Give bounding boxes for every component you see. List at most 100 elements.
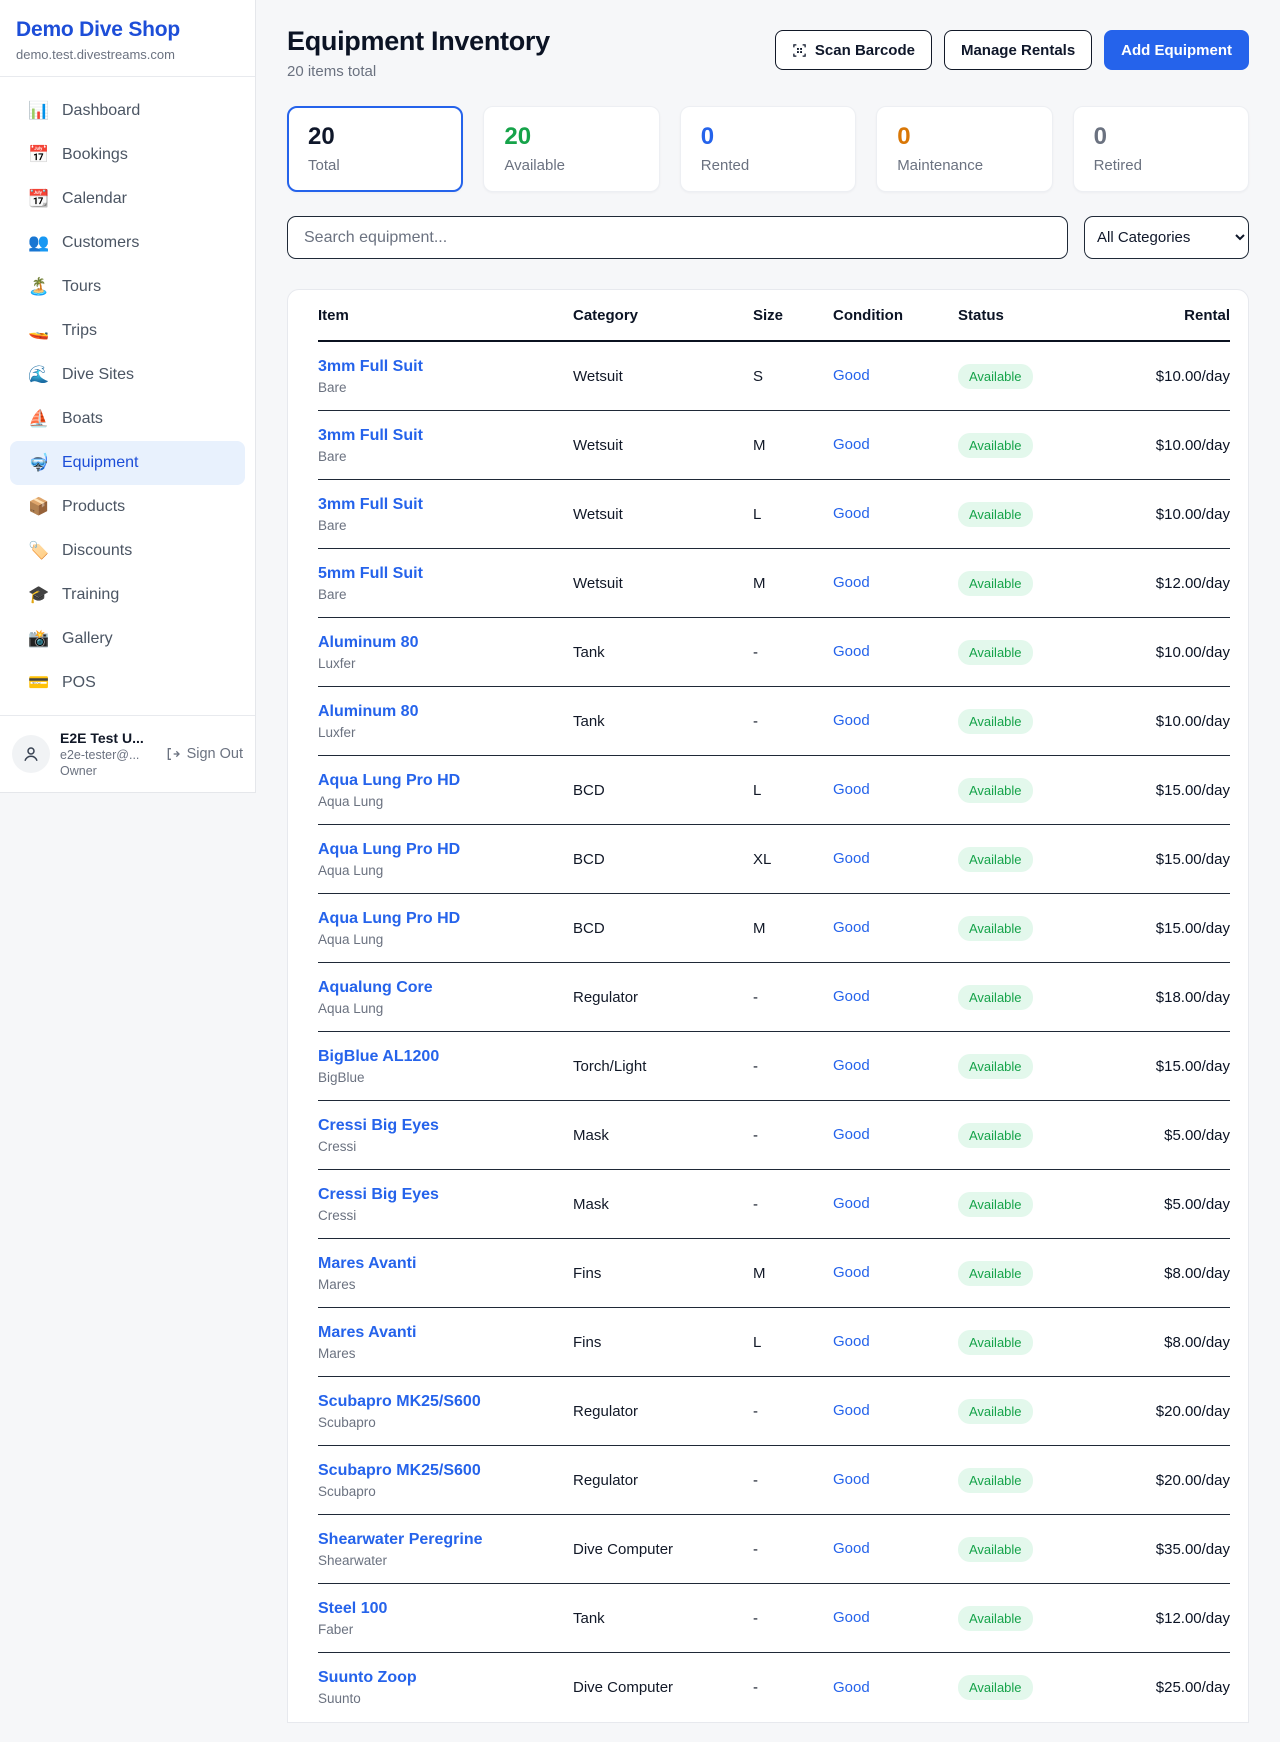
category-cell: BCD (573, 919, 605, 937)
sidebar-item-pos[interactable]: 💳 POS (10, 661, 245, 705)
condition-link[interactable]: Good (833, 1264, 870, 1281)
sidebar-item-trips[interactable]: 🚤 Trips (10, 309, 245, 353)
category-cell: Tank (573, 1609, 605, 1627)
condition-link[interactable]: Good (833, 1678, 870, 1696)
item-link[interactable]: Mares Avanti (318, 1323, 417, 1341)
condition-link[interactable]: Good (833, 781, 870, 798)
condition-link[interactable]: Good (833, 574, 870, 591)
add-equipment-button[interactable]: Add Equipment (1104, 30, 1249, 70)
item-link[interactable]: 5mm Full Suit (318, 564, 423, 582)
item-link[interactable]: Aqua Lung Pro HD (318, 771, 461, 789)
item-link[interactable]: Scubapro MK25/S600 (318, 1461, 481, 1479)
sidebar-item-tours[interactable]: 🏝️ Tours (10, 265, 245, 309)
item-link[interactable]: Aqualung Core (318, 978, 433, 996)
condition-link[interactable]: Good (833, 1126, 870, 1143)
sidebar-item-calendar[interactable]: 📆 Calendar (10, 177, 245, 221)
condition-link[interactable]: Good (833, 1609, 870, 1626)
sidebar-item-customers[interactable]: 👥 Customers (10, 221, 245, 265)
sign-out-button[interactable]: Sign Out (165, 746, 243, 762)
item-link[interactable]: Aqua Lung Pro HD (318, 909, 461, 927)
item-link[interactable]: Aluminum 80 (318, 633, 419, 651)
condition-link[interactable]: Good (833, 988, 870, 1005)
item-link[interactable]: 3mm Full Suit (318, 495, 423, 513)
stat-card-retired[interactable]: 0 Retired (1072, 106, 1249, 192)
item-link[interactable]: Scubapro MK25/S600 (318, 1392, 481, 1410)
item-link[interactable]: Cressi Big Eyes (318, 1185, 439, 1203)
condition-link[interactable]: Good (833, 1057, 870, 1074)
item-link[interactable]: Aluminum 80 (318, 702, 419, 720)
sidebar-item-products[interactable]: 📦 Products (10, 485, 245, 529)
nav-item-icon: 👥 (28, 233, 50, 252)
item-link[interactable]: Cressi Big Eyes (318, 1116, 439, 1134)
sidebar-item-bookings[interactable]: 📅 Bookings (10, 133, 245, 177)
rental-cell: $5.00/day (1164, 1126, 1230, 1144)
item-link[interactable]: 3mm Full Suit (318, 357, 423, 375)
condition-cell: Good (833, 919, 958, 937)
item-brand: Bare (318, 379, 347, 395)
item-link[interactable]: BigBlue AL1200 (318, 1047, 440, 1065)
status-badge: Available (958, 639, 1033, 665)
condition-cell: Good (833, 505, 958, 523)
stat-card-maintenance[interactable]: 0 Maintenance (876, 106, 1053, 192)
condition-link[interactable]: Good (833, 1333, 870, 1350)
scan-barcode-button[interactable]: Scan Barcode (774, 30, 932, 70)
user-name: E2E Test U... (60, 730, 144, 746)
condition-link[interactable]: Good (833, 436, 870, 453)
condition-link[interactable]: Good (833, 850, 870, 867)
item-link[interactable]: 3mm Full Suit (318, 426, 423, 444)
status-cell: Available (958, 708, 1103, 734)
stat-card-total[interactable]: 20 Total (287, 106, 464, 192)
condition-cell: Good (833, 988, 958, 1006)
sidebar-item-discounts[interactable]: 🏷️ Discounts (10, 529, 245, 573)
category-cell: Regulator (573, 1402, 639, 1420)
sidebar-item-dashboard[interactable]: 📊 Dashboard (10, 89, 245, 133)
item-link[interactable]: Shearwater Peregrine (318, 1530, 483, 1548)
condition-link[interactable]: Good (833, 1195, 870, 1212)
item-link[interactable]: Suunto Zoop (318, 1669, 417, 1686)
sidebar-item-dive-sites[interactable]: 🌊 Dive Sites (10, 353, 245, 397)
rental-cell: $25.00/day (1155, 1679, 1230, 1696)
table-row: BigBlue AL1200 BigBlue Torch/Light - Goo… (318, 1032, 1230, 1101)
category-select[interactable]: All Categories (1084, 216, 1249, 259)
category-cell: Regulator (573, 988, 639, 1006)
item-brand: BigBlue (318, 1069, 365, 1085)
condition-cell: Good (833, 712, 958, 730)
item-cell: Steel 100 Faber (318, 1600, 573, 1637)
condition-link[interactable]: Good (833, 505, 870, 522)
stat-value: 0 (1093, 123, 1107, 150)
item-link[interactable]: Mares Avanti (318, 1254, 417, 1272)
item-brand: Cressi (318, 1207, 357, 1223)
sidebar-item-equipment[interactable]: 🤿 Equipment (10, 441, 245, 485)
stat-card-rented[interactable]: 0 Rented (679, 106, 857, 192)
condition-link[interactable]: Good (833, 712, 870, 729)
category-cell: Tank (573, 643, 605, 661)
item-brand: Bare (318, 448, 347, 464)
condition-link[interactable]: Good (833, 367, 870, 384)
table-row: Steel 100 Faber Tank - Good Available $1… (318, 1584, 1230, 1653)
condition-link[interactable]: Good (833, 1471, 870, 1488)
condition-link[interactable]: Good (833, 919, 870, 936)
item-cell: Aluminum 80 Luxfer (318, 634, 573, 671)
status-cell: Available (958, 639, 1103, 665)
condition-link[interactable]: Good (833, 643, 870, 660)
size-cell: M (753, 436, 766, 454)
stat-card-available[interactable]: 20 Available (483, 106, 660, 192)
sidebar-item-gallery[interactable]: 📸 Gallery (10, 617, 245, 661)
status-badge: Available (958, 1467, 1033, 1493)
condition-link[interactable]: Good (833, 1540, 870, 1557)
condition-cell: Good (833, 1195, 958, 1213)
sidebar-item-training[interactable]: 🎓 Training (10, 573, 245, 617)
manage-rentals-button[interactable]: Manage Rentals (943, 30, 1093, 70)
condition-cell: Good (833, 781, 958, 799)
search-input[interactable] (287, 216, 1068, 259)
item-link[interactable]: Aqua Lung Pro HD (318, 840, 461, 858)
rental-cell: $10.00/day (1155, 505, 1230, 523)
category-cell: Wetsuit (573, 436, 623, 454)
user-role: Owner (60, 764, 97, 778)
size-cell: M (753, 919, 766, 937)
item-brand: Luxfer (318, 655, 356, 671)
status-badge: Available (958, 1122, 1033, 1148)
condition-link[interactable]: Good (833, 1402, 870, 1419)
item-link[interactable]: Steel 100 (318, 1599, 388, 1617)
sidebar-item-boats[interactable]: ⛵ Boats (10, 397, 245, 441)
